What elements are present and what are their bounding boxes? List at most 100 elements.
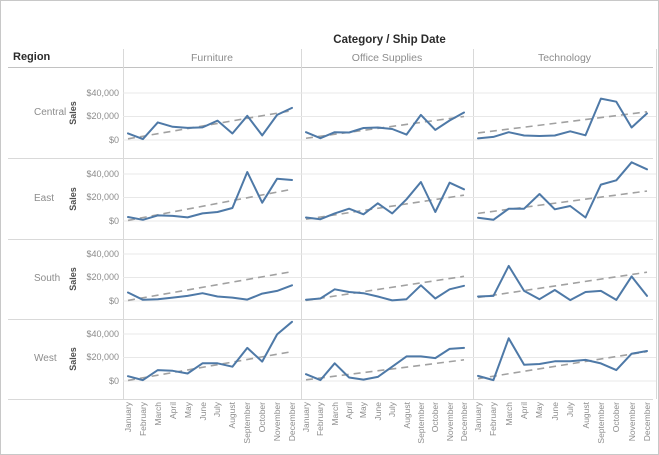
x-tick-label-june: June (372, 402, 383, 421)
y-tick-label: $20,000 (86, 192, 119, 202)
panel-east-office-supplies[interactable] (301, 158, 473, 239)
trend-line (127, 350, 293, 382)
panel-central-furniture[interactable] (123, 67, 301, 158)
x-tick-label-january: January (473, 402, 483, 433)
chart-title: Category / Ship Date (333, 34, 446, 46)
column-separator (473, 49, 474, 399)
region-label-central: Central (34, 106, 67, 118)
x-tick-label-february: February (488, 402, 499, 437)
y-tick-label: $20,000 (86, 111, 119, 121)
y-tick-label: $20,000 (86, 272, 119, 282)
x-tick-label-february: February (315, 402, 326, 437)
column-header-furniture: Furniture (190, 52, 233, 64)
x-tick-label-december: December (642, 402, 652, 442)
x-tick-label-february: February (137, 402, 148, 437)
x-tick-label-august: August (227, 402, 238, 429)
sales-line[interactable] (477, 97, 648, 140)
trend-line (477, 190, 648, 215)
panel-south-furniture[interactable] (123, 239, 301, 319)
x-tick-label-march: March (329, 402, 340, 426)
x-tick-label-october: October (611, 402, 622, 433)
panel-east-furniture[interactable] (123, 158, 301, 239)
trend-line (305, 275, 465, 302)
column-separator (656, 49, 657, 399)
x-tick-label-september: September (242, 402, 253, 444)
sales-line[interactable] (127, 284, 293, 301)
trend-line (305, 359, 465, 381)
panel-west-office-supplies[interactable] (301, 319, 473, 399)
x-tick-label-may: May (534, 402, 545, 419)
panel-east-technology[interactable] (473, 158, 656, 239)
sales-line[interactable] (305, 284, 465, 302)
sales-line[interactable] (127, 106, 293, 141)
x-tick-label-november: November (626, 402, 637, 442)
sales-line[interactable] (477, 337, 648, 382)
x-tick-label-july: July (565, 402, 576, 418)
sales-line[interactable] (305, 346, 465, 382)
x-tick-label-december: December (287, 402, 297, 442)
panel-south-office-supplies[interactable] (301, 239, 473, 319)
y-tick-label: $40,000 (86, 87, 119, 98)
x-tick-label-august: August (580, 402, 591, 429)
row-separator (8, 319, 653, 320)
trend-line (477, 350, 648, 380)
trend-line (477, 111, 648, 134)
sales-line[interactable] (127, 320, 293, 382)
x-tick-label-july: July (212, 402, 223, 418)
trend-line (127, 270, 293, 302)
y-tick-label: $0 (108, 375, 119, 386)
x-tick-label-june: June (197, 402, 208, 421)
sales-line[interactable] (477, 161, 648, 221)
column-separator (301, 49, 302, 399)
axis-baseline (8, 399, 653, 400)
y-tick-label: $0 (108, 295, 119, 306)
x-tick-label-may: May (358, 402, 369, 419)
x-tick-label-november: November (272, 402, 283, 442)
y-tick-label: $40,000 (86, 248, 119, 259)
panel-west-technology[interactable] (473, 319, 656, 399)
x-tick-label-april: April (167, 402, 178, 420)
x-tick-label-september: September (415, 402, 426, 444)
panel-west-furniture[interactable] (123, 319, 301, 399)
region-label-south: South (34, 273, 61, 284)
y-tick-label: $0 (108, 134, 119, 145)
header-rule (8, 67, 653, 68)
x-tick-label-july: July (387, 402, 398, 418)
x-tick-label-november: November (444, 402, 455, 442)
y-tick-label: $20,000 (86, 352, 119, 362)
x-tick-label-january: January (301, 402, 311, 433)
sales-line[interactable] (477, 264, 648, 302)
panel-central-office-supplies[interactable] (301, 67, 473, 158)
x-tick-label-may: May (182, 402, 193, 419)
y-tick-label: $40,000 (86, 168, 119, 179)
region-label-west: West (34, 353, 57, 364)
region-label-east: East (34, 192, 55, 204)
row-dimension-label: Region (13, 51, 51, 63)
y-tick-label: $40,000 (86, 328, 119, 339)
y-tick-label: $0 (108, 215, 119, 226)
x-tick-label-march: March (503, 402, 514, 426)
sales-line[interactable] (305, 181, 465, 221)
trend-line (305, 115, 465, 140)
x-tick-label-september: September (595, 402, 606, 444)
row-separator (8, 158, 653, 159)
x-tick-label-october: October (430, 402, 441, 433)
panel-central-technology[interactable] (473, 67, 656, 158)
x-tick-label-march: March (152, 402, 163, 426)
x-tick-label-june: June (549, 402, 560, 421)
x-tick-label-april: April (344, 402, 355, 420)
column-header-technology: Technology (537, 52, 592, 64)
x-tick-label-december: December (459, 402, 469, 442)
sales-line[interactable] (127, 171, 293, 221)
x-tick-label-april: April (519, 402, 530, 420)
trend-line (127, 109, 293, 140)
x-tick-label-january: January (123, 402, 133, 433)
x-tick-label-october: October (257, 402, 268, 433)
panel-south-technology[interactable] (473, 239, 656, 319)
x-tick-label-august: August (401, 402, 412, 429)
column-separator (123, 49, 124, 399)
trend-line (477, 271, 648, 299)
sales-line[interactable] (305, 111, 465, 140)
row-separator (8, 239, 653, 240)
